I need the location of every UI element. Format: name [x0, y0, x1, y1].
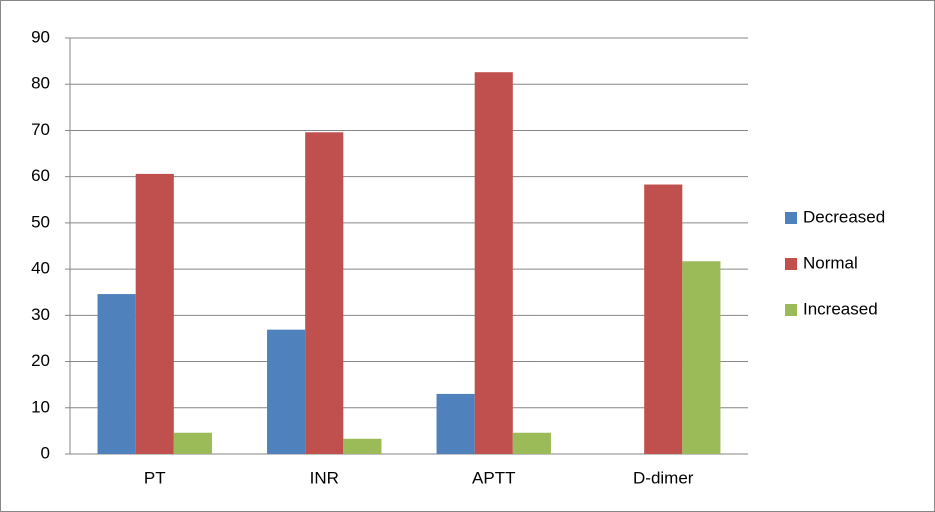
bar — [644, 184, 683, 454]
legend-label: Increased — [803, 299, 878, 318]
legend-swatch — [785, 212, 797, 224]
bar — [512, 432, 551, 454]
bar — [474, 72, 513, 455]
y-tick-label: 10 — [31, 397, 50, 416]
x-tick-label: PT — [144, 468, 166, 487]
x-tick-label: D-dimer — [633, 468, 694, 487]
bar — [305, 132, 344, 454]
bar — [267, 329, 306, 454]
legend-label: Normal — [803, 253, 858, 272]
bar — [135, 173, 174, 455]
bar — [173, 432, 212, 454]
legend-swatch — [785, 258, 797, 270]
y-tick-label: 80 — [31, 74, 50, 93]
legend-swatch — [785, 304, 797, 316]
bar — [97, 294, 136, 454]
x-tick-label: INR — [310, 468, 339, 487]
y-tick-label: 0 — [41, 443, 50, 462]
y-tick-label: 30 — [31, 305, 50, 324]
y-tick-label: 60 — [31, 166, 50, 185]
bar — [343, 438, 382, 454]
y-tick-label: 20 — [31, 351, 50, 370]
bar — [436, 393, 475, 454]
y-tick-label: 90 — [31, 27, 50, 46]
legend-label: Decreased — [803, 207, 885, 226]
y-tick-label: 70 — [31, 120, 50, 139]
y-tick-label: 50 — [31, 212, 50, 231]
y-tick-label: 40 — [31, 259, 50, 278]
x-tick-label: APTT — [472, 468, 515, 487]
bar — [682, 261, 721, 454]
